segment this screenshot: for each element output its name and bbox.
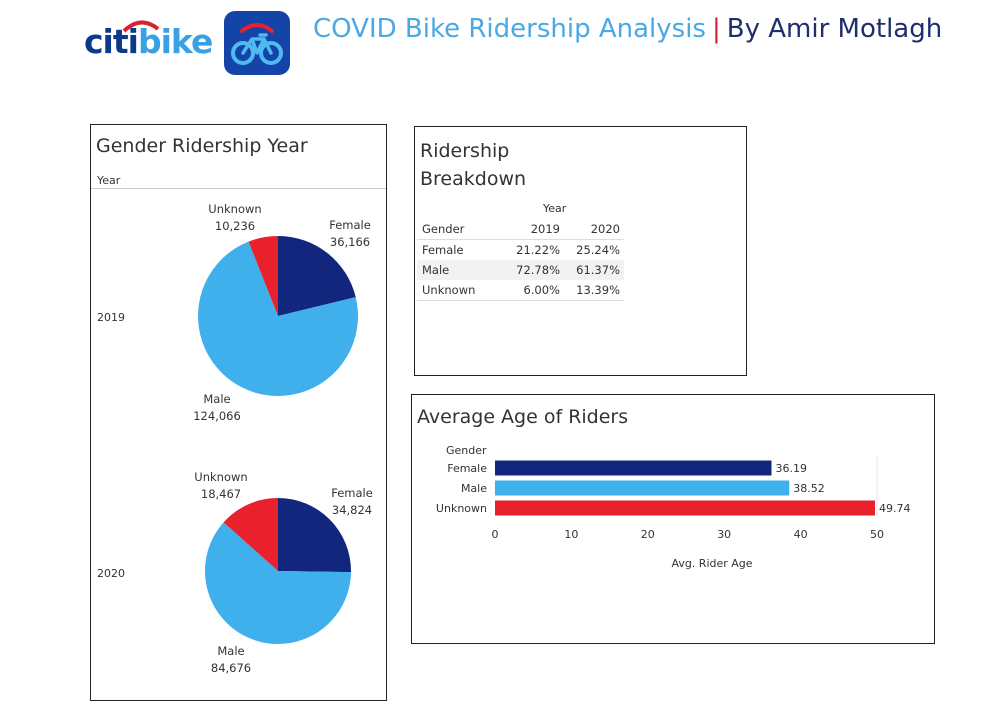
bike-icon (231, 23, 283, 65)
pie-label-unknown-2020: Unknown 18,467 (194, 470, 248, 501)
x-tick-label: 20 (641, 528, 655, 541)
x-tick-label: 10 (564, 528, 578, 541)
dashboard-title: COVID Bike Ridership Analysis | By Amir Mo… (313, 14, 943, 44)
average-age-panel: Average Age of Riders 0 10 20 30 40 50 Gender A… (411, 394, 935, 644)
pie-slice-female-2019[interactable] (278, 236, 356, 316)
x-tick-label: 40 (794, 528, 808, 541)
pie-slice-unknown-2020[interactable] (223, 498, 278, 571)
gender-ridership-panel: Gender Ridership Year Year 2019 2020 Unk… (90, 124, 387, 701)
bar-unknown[interactable] (495, 500, 876, 516)
x-tick-label: 30 (717, 528, 731, 541)
bar-male[interactable] (495, 480, 790, 496)
column-group-header: Year (543, 202, 567, 215)
value-label-male: 38.52 (793, 482, 825, 495)
ridership-breakdown-panel: Ridership Breakdown Year Gender 2019 202… (414, 126, 747, 376)
table-row: Female 21.22% 25.24% (417, 239, 624, 261)
pie-slice-female-2020[interactable] (278, 498, 351, 573)
panel-title: Ridership Breakdown (420, 140, 527, 190)
category-label-unknown: Unknown (436, 502, 487, 515)
category-label-male: Male (461, 482, 487, 495)
year-label-2019: 2019 (97, 311, 125, 324)
bar-female[interactable] (495, 460, 772, 476)
panel-title: Average Age of Riders (417, 406, 629, 428)
logo-arc-icon (122, 20, 160, 33)
bar-chart: 0 10 20 30 40 50 Gender Avg. Rider Age Female 36.… (436, 444, 911, 570)
pie-label-unknown-2019: Unknown 10,236 (208, 202, 262, 233)
year-label-2020: 2020 (97, 567, 125, 580)
pie-label-female-2019: Female 36,166 (329, 218, 371, 249)
pie-label-female-2020: Female 34,824 (331, 486, 373, 517)
category-label-female: Female (447, 462, 487, 475)
divider (91, 188, 386, 189)
y-axis-title: Gender (446, 444, 487, 457)
pie-label-male-2019: Male 124,066 (193, 392, 241, 423)
panel-title: Gender Ridership Year (96, 135, 308, 157)
table-row: Unknown 6.00% 13.39% (417, 280, 624, 301)
pie-slice-male-2020[interactable] (205, 522, 351, 645)
x-tick-label: 0 (492, 528, 499, 541)
table-row: Male 72.78% 61.37% (417, 260, 624, 280)
pie-slice-male-2019[interactable] (198, 241, 358, 396)
value-label-unknown: 49.74 (879, 502, 911, 515)
value-label-female: 36.19 (775, 462, 807, 475)
pie-chart-2019 (198, 236, 358, 645)
breakdown-table: Gender 2019 2020 Female 21.22% 25.24% Ma… (417, 219, 624, 301)
bike-app-icon (224, 11, 290, 75)
pie-slice-unknown-2019[interactable] (248, 236, 278, 316)
x-tick-label: 50 (870, 528, 884, 541)
row-header: Year (97, 174, 121, 187)
pie-label-male-2020: Male 84,676 (210, 644, 252, 675)
x-axis-title: Avg. Rider Age (671, 557, 752, 570)
table-header-row: Gender 2019 2020 (422, 222, 620, 236)
